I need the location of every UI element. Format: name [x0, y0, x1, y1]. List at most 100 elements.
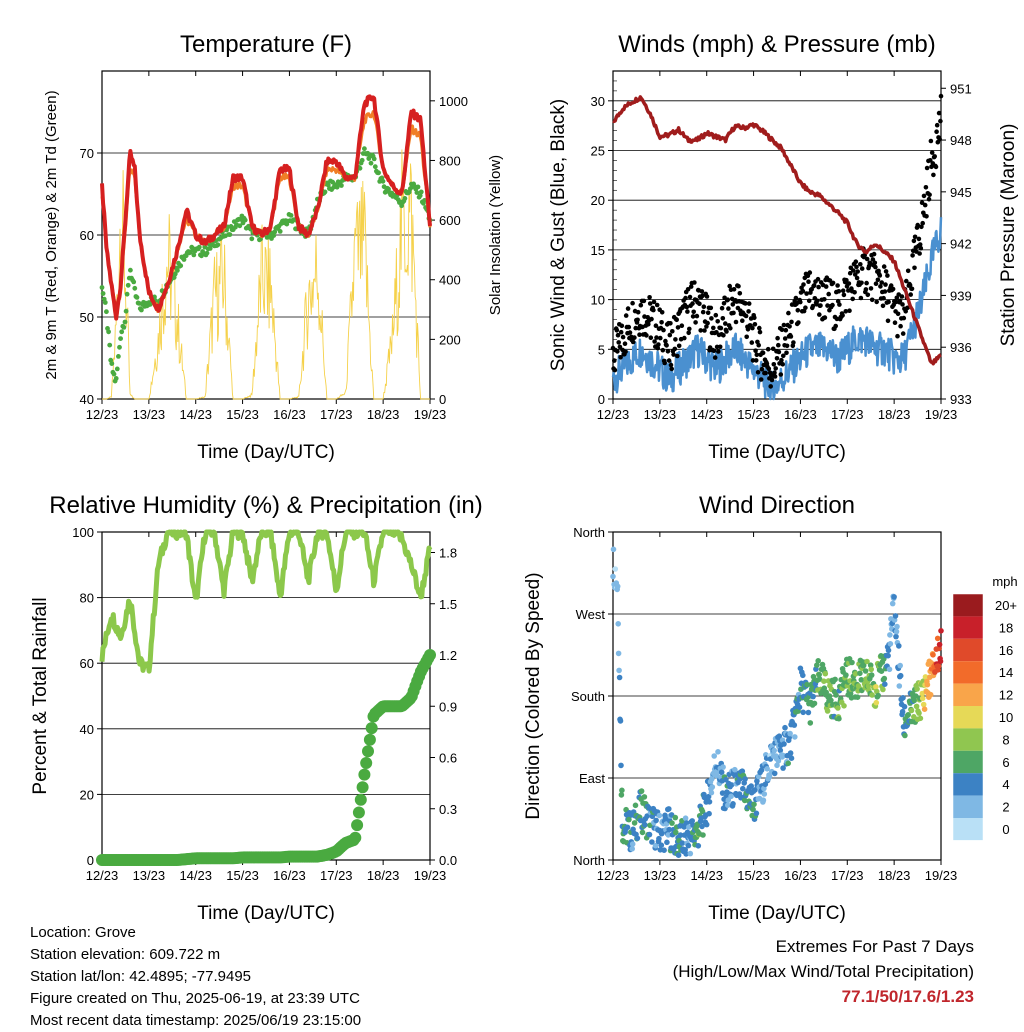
direction-point — [673, 829, 679, 836]
dewpoint-point — [380, 178, 386, 184]
gust-point — [647, 295, 652, 300]
y2-tick-label: 936 — [950, 340, 972, 355]
gust-point — [815, 276, 821, 282]
direction-point — [897, 672, 904, 679]
gust-point — [905, 268, 911, 274]
direction-point — [689, 818, 695, 824]
gust-point — [749, 340, 755, 345]
x-tick-label: 19/23 — [925, 407, 958, 422]
gust-point — [768, 384, 773, 389]
gust-point — [934, 129, 939, 134]
gust-point — [850, 296, 855, 302]
gust-point — [661, 327, 666, 333]
gust-point — [780, 362, 785, 367]
gust-point — [781, 322, 787, 328]
gust-point — [691, 309, 696, 315]
gust-point — [888, 283, 894, 288]
direction-point — [887, 632, 893, 638]
gust-point — [620, 334, 626, 340]
gust-point — [886, 299, 891, 305]
direction-point — [800, 672, 806, 679]
latlon-text: Station lat/lon: 42.4895; -77.9495 — [30, 968, 252, 985]
dewpoint-point — [322, 189, 328, 195]
location-text: Location: Grove — [30, 924, 136, 941]
gust-point — [725, 297, 731, 303]
x-tick-label: 19/23 — [414, 407, 447, 422]
gust-point — [770, 346, 776, 352]
gust-point — [705, 320, 710, 326]
direction-point — [811, 700, 818, 707]
dewpoint-point — [188, 249, 194, 255]
gust-point — [679, 323, 685, 329]
gust-point — [859, 280, 864, 286]
direction-point — [814, 662, 820, 668]
direction-point — [878, 668, 885, 674]
direction-point — [916, 710, 922, 716]
y2-tick-label: 1.2 — [439, 648, 457, 663]
gust-point — [625, 306, 631, 311]
gust-point — [938, 93, 944, 99]
gust-point — [635, 309, 641, 315]
y-tick-label: 25 — [591, 144, 605, 159]
direction-point — [610, 573, 616, 580]
series-station-pressure — [612, 95, 942, 366]
y-tick-label: 10 — [591, 293, 605, 308]
series-wind-direction — [610, 546, 944, 858]
y2-tick-label: 1.8 — [439, 546, 457, 561]
gust-point — [663, 338, 668, 344]
direction-point — [821, 685, 828, 691]
gust-point — [928, 158, 933, 163]
gust-point — [638, 302, 644, 308]
direction-point — [785, 760, 791, 767]
direction-point — [656, 812, 663, 819]
colorbar-label: 16 — [999, 643, 1013, 658]
direction-point — [886, 666, 893, 673]
direction-point — [760, 797, 767, 803]
gust-point — [637, 332, 642, 338]
dewpoint-point — [102, 300, 108, 305]
direction-point — [815, 658, 821, 664]
gust-point — [835, 283, 840, 288]
gust-point — [779, 357, 784, 363]
gust-point — [810, 303, 816, 309]
dewpoint-point — [118, 336, 123, 341]
gust-point — [693, 320, 698, 325]
direction-point — [748, 783, 754, 789]
direction-point — [787, 730, 793, 737]
gust-point — [800, 288, 806, 294]
colorbar-swatch — [953, 661, 983, 684]
direction-point — [646, 831, 653, 838]
y-tick-label: 5 — [598, 342, 605, 357]
direction-point — [686, 824, 692, 830]
dewpoint-point — [121, 325, 127, 330]
series-gust — [610, 93, 944, 389]
direction-point — [741, 797, 748, 804]
gust-point — [688, 284, 694, 289]
series-sonic-wind — [611, 217, 943, 401]
direction-point — [887, 641, 894, 647]
gust-point — [803, 305, 808, 311]
y2-tick-label: 939 — [950, 288, 972, 303]
gust-point — [818, 303, 823, 308]
rainfall-point — [363, 733, 376, 746]
gust-point — [652, 339, 657, 344]
dewpoint-point — [181, 257, 187, 262]
direction-point — [775, 758, 782, 764]
direction-point — [616, 667, 622, 674]
direction-point — [911, 697, 918, 704]
gust-point — [765, 346, 771, 352]
gust-point — [623, 349, 628, 354]
gust-point — [721, 301, 727, 306]
gust-point — [874, 299, 879, 305]
dewpoint-point — [127, 267, 133, 273]
direction-point — [816, 671, 822, 678]
direction-point — [893, 633, 899, 640]
direction-point — [930, 652, 936, 658]
direction-point — [677, 832, 684, 838]
gust-point — [852, 290, 857, 295]
y2-tick-label: 1.5 — [439, 597, 457, 612]
gust-point — [700, 309, 706, 315]
chart-title: Wind Direction — [699, 492, 855, 519]
direction-point — [824, 708, 831, 714]
gust-point — [788, 334, 794, 339]
